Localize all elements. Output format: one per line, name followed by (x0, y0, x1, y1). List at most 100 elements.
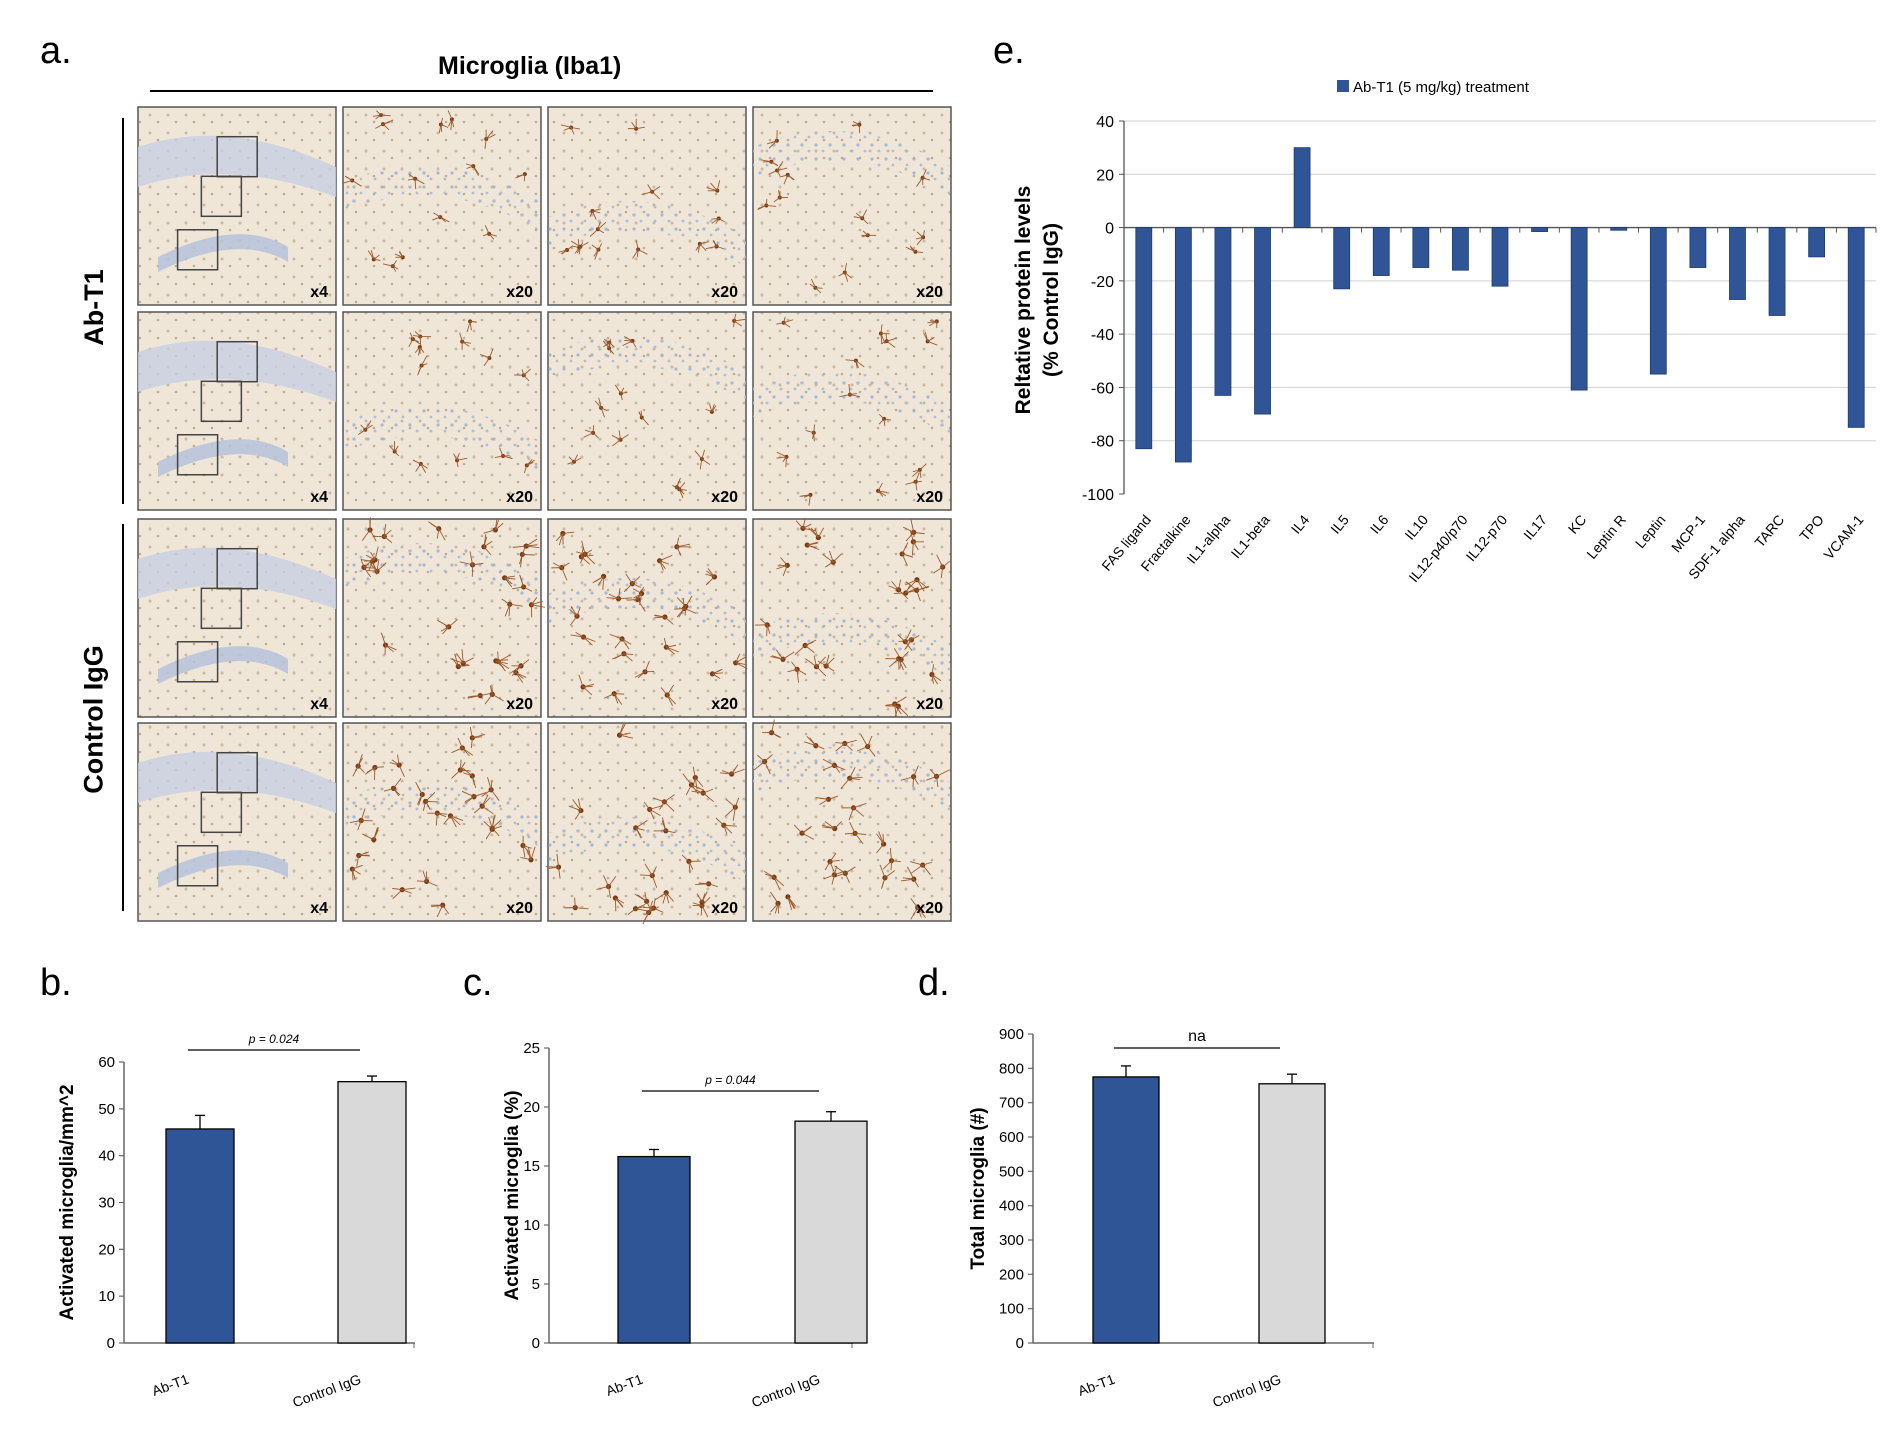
microglia-cell (451, 737, 474, 757)
microglia-cell (611, 430, 629, 447)
microglia-cell (733, 653, 748, 669)
microglia-cell (640, 863, 658, 888)
microglia-cell (412, 459, 428, 473)
bar-tarc (1768, 227, 1786, 316)
y-tick-label: 400 (999, 1198, 1024, 1215)
zoom-region-box (200, 791, 243, 834)
x-tick-label: Ab-T1 (604, 1371, 645, 1399)
micrograph-tile: x20 (545, 722, 747, 925)
x-tick-label: IL5 (1327, 511, 1352, 536)
bar-il10 (1412, 227, 1430, 268)
magnification-label: x20 (711, 696, 738, 713)
microglia-cell (910, 531, 924, 556)
microglia-cell (805, 424, 816, 442)
microglia-cell (706, 180, 721, 193)
microglia-cell (482, 225, 497, 240)
microglia-cell (779, 172, 795, 185)
microglia-cell (910, 861, 933, 876)
microglia-cell (663, 637, 680, 655)
microglia-cell (879, 864, 896, 889)
microglia-cell (591, 243, 603, 260)
microglia-cell (835, 739, 857, 752)
microglia-cell (520, 835, 532, 858)
microglia-cell (583, 425, 599, 439)
microglia-cell (528, 597, 545, 618)
tissue-layer (138, 135, 336, 197)
microglia-cell (876, 482, 888, 497)
bar-il17 (1531, 227, 1548, 232)
microglia-cell (878, 324, 890, 345)
microscopy-grid: x4 x20 x20 x20 x4 x20 x20 x20 x4 x20 x20 x20 x4 x20 x2… (137, 106, 952, 925)
microglia-cell (479, 348, 494, 367)
bar-kc (1570, 227, 1588, 391)
microglia-cell (481, 533, 493, 556)
microglia-cell (754, 618, 771, 637)
microscopy-title: Microglia (Iba1) (438, 52, 622, 80)
microglia-cell (916, 169, 931, 187)
microglia-cell (450, 649, 474, 666)
microglia-cell (483, 817, 503, 840)
x-tick-label: VCAM-1 (1820, 511, 1866, 562)
microglia-cell (856, 734, 876, 757)
y-tick-label: -100 (1082, 487, 1114, 504)
microglia-cell (822, 758, 846, 773)
y-tick-label: -20 (1091, 274, 1114, 291)
microglia-cell (484, 129, 496, 149)
microglia-cell (719, 764, 745, 777)
nuclei-band (548, 578, 746, 644)
microglia-cell (422, 792, 438, 811)
microglia-cell (776, 557, 790, 577)
microglia-cell (933, 554, 951, 579)
microglia-cell (900, 765, 919, 788)
y-tick-label: 40 (98, 1148, 115, 1165)
nuclei-band (343, 166, 541, 232)
microglia-cell (515, 172, 527, 182)
microglia-cell (787, 661, 807, 683)
zoom-region-box (176, 641, 219, 683)
magnification-label: x20 (916, 284, 943, 301)
microglia-cell (732, 313, 746, 328)
microglia-cell (358, 420, 373, 435)
microglia-cell (724, 797, 740, 821)
microglia-cell (589, 208, 601, 220)
microglia-cell (389, 754, 405, 778)
nuclei-band (548, 336, 746, 402)
microglia-cell (845, 358, 865, 369)
microglia-cell (672, 482, 687, 499)
microglia-cell (616, 722, 634, 739)
microglia-cell (709, 668, 724, 680)
microglia-cell (462, 767, 477, 789)
microglia-cell (372, 524, 393, 544)
bar-il1-beta (1254, 227, 1271, 415)
microglia-cell (905, 577, 928, 592)
microglia-cell (564, 897, 589, 911)
x-tick-label: IL1-beta (1228, 511, 1273, 561)
micrograph-tile: x20 (752, 106, 952, 306)
panel-letter-c: c. (463, 962, 493, 1004)
microglia-cell (809, 278, 823, 294)
y-tick-label: 200 (999, 1266, 1024, 1283)
microglia-cell (885, 703, 909, 717)
microglia-cell (841, 802, 867, 821)
x-tick-label: Leptin (1632, 512, 1669, 552)
microglia-cell (511, 659, 530, 676)
microglia-cell (824, 852, 840, 872)
microglia-cell (676, 595, 693, 618)
microglia-cell (469, 726, 486, 749)
microglia-cell (885, 656, 904, 671)
microglia-cell (349, 808, 373, 831)
microglia-cell (589, 221, 607, 237)
microglia-cell (576, 540, 596, 565)
bar-control-igg (1258, 1083, 1326, 1344)
microglia-cell (570, 631, 596, 646)
magnification-label: x4 (310, 489, 328, 506)
microglia-cell (408, 332, 421, 347)
microglia-cell (808, 527, 825, 541)
microglia-cell (692, 766, 704, 790)
micrograph-tile: x20 (342, 517, 545, 718)
microglia-cell (383, 778, 402, 797)
microglia-cell (876, 831, 887, 854)
microglia-cell (342, 175, 362, 187)
microglia-cell (382, 260, 399, 272)
